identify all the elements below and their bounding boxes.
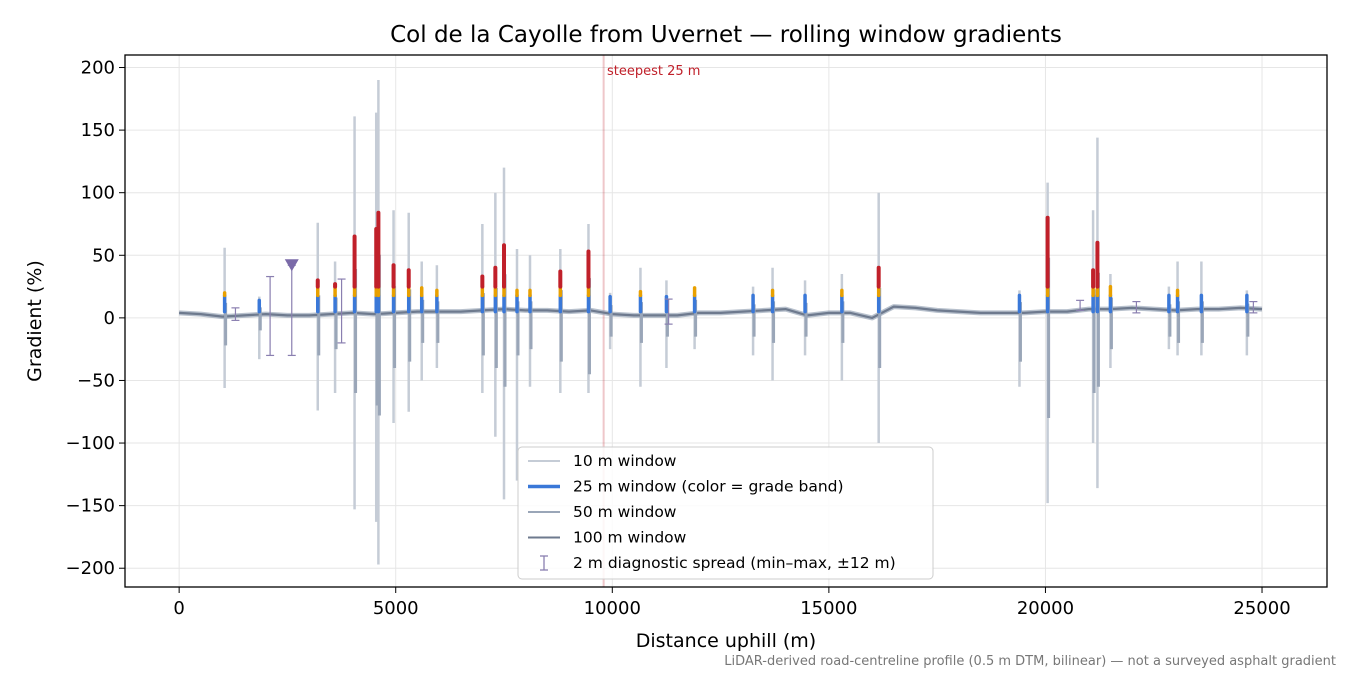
- legend-label: 10 m window: [573, 452, 677, 470]
- legend: 10 m window 25 m window (color = grade ba…: [517, 446, 934, 580]
- chart-title: Col de la Cayolle from Uvernet — rolling…: [390, 22, 1062, 48]
- diagnostic-errorbar: [231, 307, 240, 321]
- diagnostic-errorbar: [664, 298, 673, 325]
- diagnostic-errorbar: [1076, 299, 1085, 311]
- footnote: LiDAR-derived road-centreline profile (0…: [724, 654, 1336, 669]
- plot-marks: [178, 55, 1263, 587]
- y-tick-label: −100: [66, 433, 115, 454]
- legend-label: 25 m window (color = grade band): [573, 478, 844, 496]
- legend-box: [517, 446, 934, 580]
- diagnostic-errorbar: [1132, 300, 1141, 314]
- diagnostic-errorbar: [337, 278, 346, 344]
- x-tick-label: 0: [173, 598, 184, 619]
- y-tick-label: −200: [66, 558, 115, 579]
- x-tick-label: 25000: [1233, 598, 1290, 619]
- x-tick-label: 10000: [584, 598, 641, 619]
- legend-label: 2 m diagnostic spread (min–max, ±12 m): [573, 554, 896, 572]
- y-axis-label: Gradient (%): [24, 260, 46, 382]
- x-axis: 0 5000 10000 15000 20000 25000: [173, 587, 1291, 619]
- y-tick-label: 200: [81, 58, 115, 79]
- y-tick-label: 150: [81, 120, 115, 141]
- legend-label: 50 m window: [573, 503, 677, 521]
- x-tick-label: 15000: [800, 598, 857, 619]
- x-tick-label: 20000: [1017, 598, 1074, 619]
- diagnostic-errorbar: [1249, 300, 1258, 314]
- legend-label: 100 m window: [573, 529, 687, 547]
- y-tick-label: 0: [104, 308, 115, 329]
- steepest-annotation: steepest 25 m: [607, 64, 700, 79]
- y-tick-label: 100: [81, 183, 115, 204]
- plot-frame: [124, 54, 1328, 588]
- triangle-marker: [284, 259, 299, 272]
- x-axis-label: Distance uphill (m): [636, 630, 816, 652]
- y-tick-label: −50: [77, 370, 115, 391]
- y-axis: 200 150 100 50 0 −50 −100 −150 −200: [66, 58, 125, 579]
- diagnostic-errorbar: [266, 275, 275, 357]
- x-tick-label: 5000: [373, 598, 419, 619]
- y-tick-label: −150: [66, 496, 115, 517]
- y-tick-label: 50: [92, 245, 115, 266]
